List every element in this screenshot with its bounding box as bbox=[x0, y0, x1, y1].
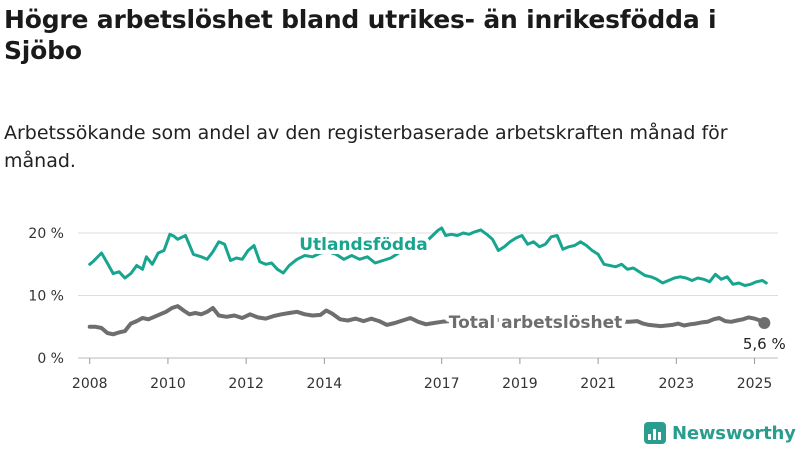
last-value-dot bbox=[758, 317, 771, 329]
x-tick-label: 2012 bbox=[228, 376, 264, 392]
series-label-utlandsfodda: Utlandsfödda bbox=[299, 235, 428, 255]
x-tick-label: 2023 bbox=[659, 376, 695, 392]
x-tick-label: 2017 bbox=[424, 376, 460, 392]
x-tick-label: 2021 bbox=[580, 376, 616, 392]
series-label-total: Total arbetslöshet bbox=[449, 313, 623, 333]
y-tick-label: 10 % bbox=[28, 289, 64, 305]
last-value-label: 5,6 % bbox=[743, 335, 786, 353]
brand-name: Newsworthy bbox=[672, 422, 796, 444]
x-tick-label: 2019 bbox=[502, 376, 538, 392]
series-line-total bbox=[87, 304, 767, 337]
y-axis-tick-labels: 0 % 10 % 20 % bbox=[28, 226, 64, 367]
x-axis: 2008 2010 2012 2014 2017 2019 2021 2023 2025 bbox=[72, 358, 772, 392]
series-lines bbox=[87, 226, 768, 337]
x-tick-label: 2025 bbox=[737, 376, 773, 392]
chart-subtitle: Arbetssökande som andel av den registerb… bbox=[4, 122, 728, 172]
series-labels: Utlandsfödda Total arbetslöshet 5,6 % bbox=[295, 231, 788, 356]
y-tick-label: 0 % bbox=[37, 351, 64, 367]
x-tick-label: 2014 bbox=[307, 376, 343, 392]
x-tick-label: 2008 bbox=[72, 376, 108, 392]
grid-lines bbox=[78, 232, 778, 359]
newsworthy-logo-icon bbox=[644, 422, 666, 444]
series-line-utlandsfodda bbox=[88, 226, 768, 287]
y-tick-label: 20 % bbox=[28, 226, 64, 242]
x-tick-label: 2010 bbox=[150, 376, 186, 392]
newsworthy-logo: Newsworthy bbox=[644, 420, 796, 446]
chart-title: Högre arbetslöshet bland utrikes- än inr… bbox=[4, 5, 717, 65]
